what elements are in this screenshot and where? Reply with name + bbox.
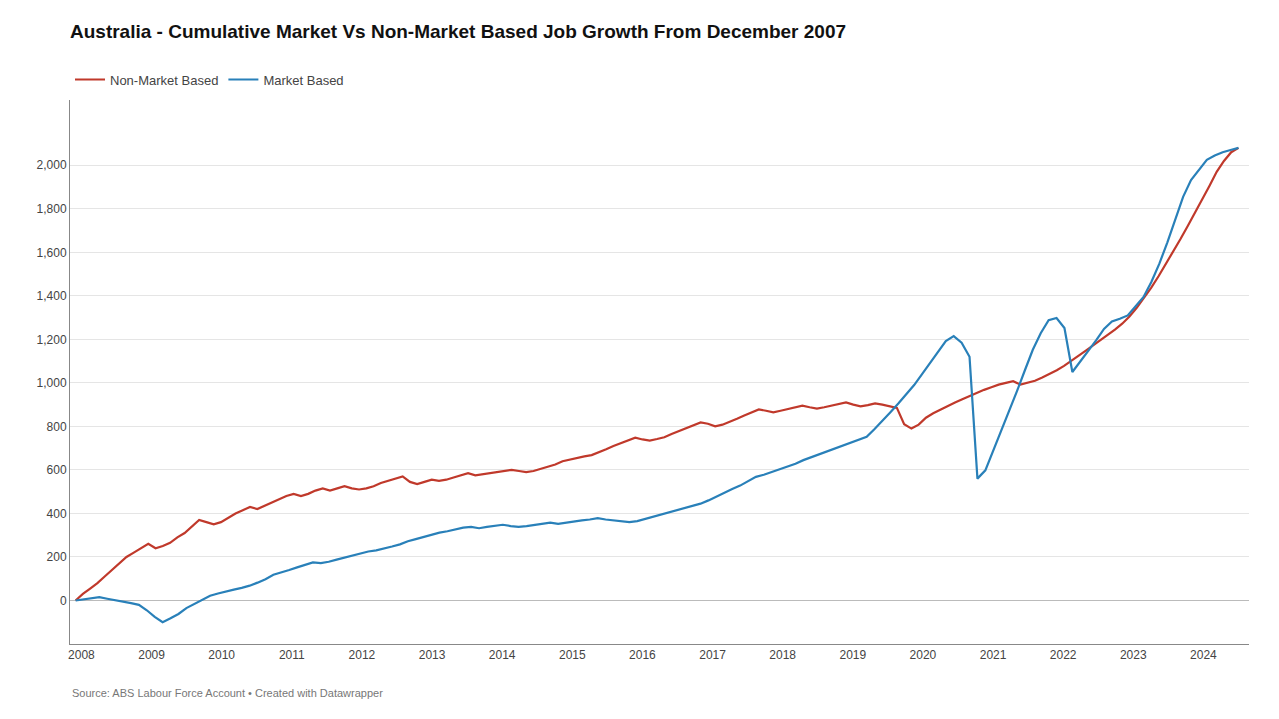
svg-text:Source: ABS Labour Force Accou: Source: ABS Labour Force Account • Creat… <box>72 687 383 699</box>
svg-text:600: 600 <box>47 463 67 477</box>
svg-text:2015: 2015 <box>559 648 586 662</box>
svg-text:0: 0 <box>60 594 67 608</box>
svg-text:200: 200 <box>47 550 67 564</box>
svg-text:2011: 2011 <box>279 648 305 662</box>
svg-text:2021: 2021 <box>980 648 1007 662</box>
svg-text:2014: 2014 <box>489 648 516 662</box>
svg-text:2012: 2012 <box>349 648 376 662</box>
svg-text:Australia - Cumulative Market: Australia - Cumulative Market Vs Non-Mar… <box>70 21 846 42</box>
svg-text:2024: 2024 <box>1190 648 1217 662</box>
svg-text:2010: 2010 <box>208 648 235 662</box>
svg-text:400: 400 <box>47 507 67 521</box>
svg-text:2013: 2013 <box>419 648 446 662</box>
svg-text:2,000: 2,000 <box>37 158 67 172</box>
svg-text:1,800: 1,800 <box>37 202 67 216</box>
svg-text:1,200: 1,200 <box>37 333 67 347</box>
svg-text:2022: 2022 <box>1050 648 1077 662</box>
svg-text:1,000: 1,000 <box>37 376 67 390</box>
svg-text:800: 800 <box>47 420 67 434</box>
svg-text:2017: 2017 <box>699 648 726 662</box>
svg-text:2020: 2020 <box>910 648 937 662</box>
svg-text:1,600: 1,600 <box>37 246 67 260</box>
svg-text:2008: 2008 <box>68 648 95 662</box>
svg-text:1,400: 1,400 <box>37 289 67 303</box>
svg-text:2009: 2009 <box>138 648 165 662</box>
svg-text:2023: 2023 <box>1120 648 1147 662</box>
svg-text:Market Based: Market Based <box>263 73 343 88</box>
svg-text:Non-Market Based: Non-Market Based <box>110 73 218 88</box>
svg-text:2019: 2019 <box>839 648 866 662</box>
svg-text:2018: 2018 <box>769 648 796 662</box>
svg-text:2016: 2016 <box>629 648 656 662</box>
